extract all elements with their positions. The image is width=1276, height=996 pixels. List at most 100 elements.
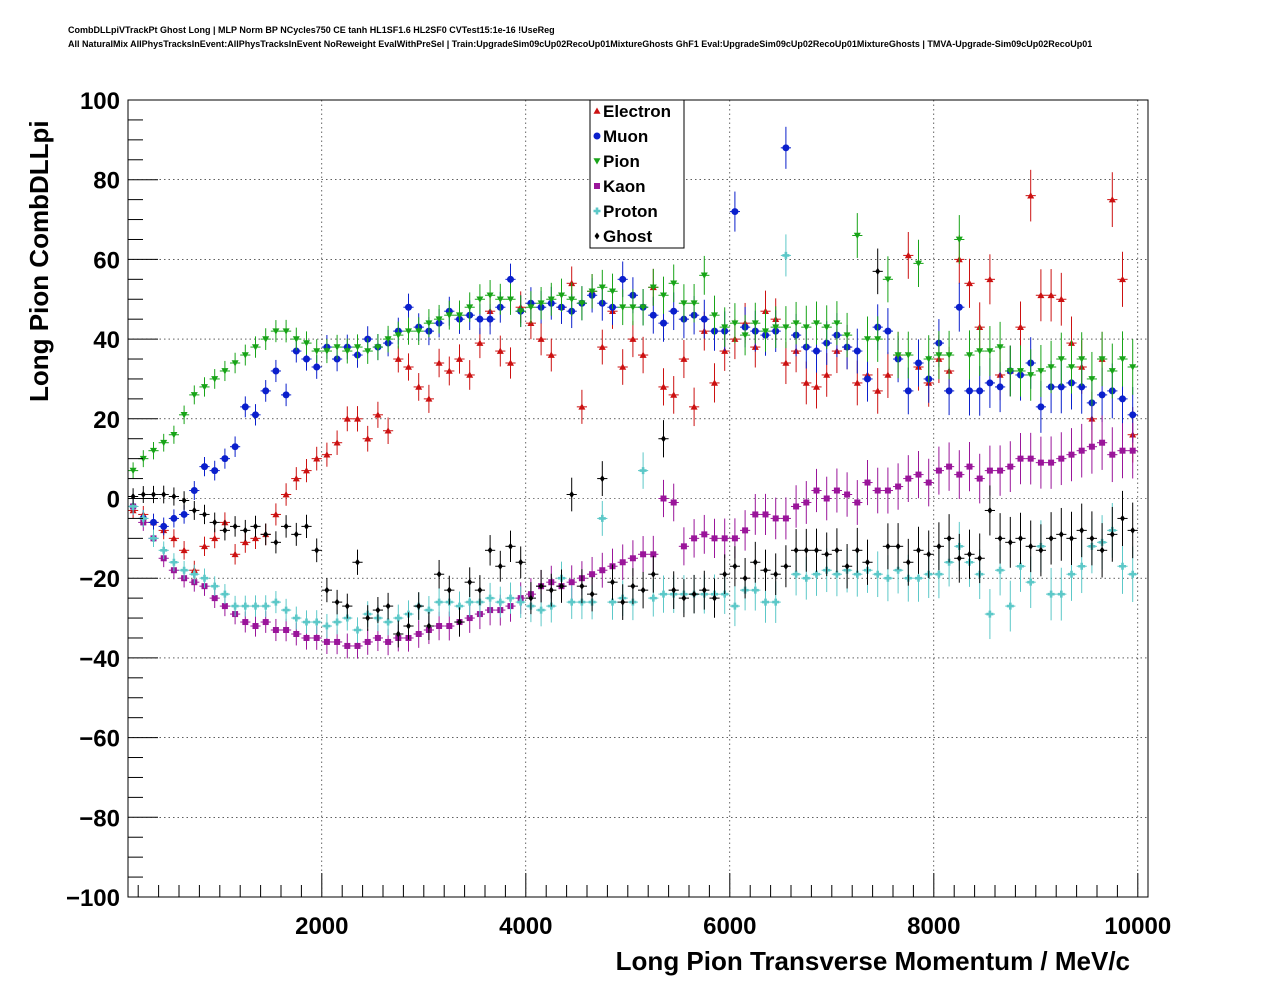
data-point [252,602,259,610]
data-point [405,303,412,311]
data-point [1078,562,1086,570]
data-point [1078,447,1085,454]
legend-label-proton: Proton [603,202,658,221]
data-point [1129,447,1136,454]
data-point [885,542,891,550]
data-point [690,300,698,307]
data-point [874,387,882,394]
data-point [681,594,687,602]
data-point [1017,562,1024,570]
data-point [384,427,392,434]
data-point [579,582,585,590]
data-point [712,594,717,602]
data-point [129,467,137,475]
data-point [568,579,575,586]
data-point [547,296,555,303]
data-point [343,348,351,355]
data-point [1119,275,1126,283]
data-point [191,506,197,514]
data-point [670,499,677,506]
data-point [425,395,433,402]
data-point [232,522,238,530]
data-point [1069,534,1074,542]
data-point [354,415,361,422]
data-point [773,570,779,578]
data-point [1089,534,1095,542]
y-tick-label: 40 [93,327,120,354]
data-point [496,296,504,303]
data-point [507,275,514,283]
data-point [670,280,678,287]
data-point [1007,463,1014,470]
y-tick-label: 100 [80,88,120,115]
data-point [426,622,432,630]
data-point [150,534,157,542]
data-point [1006,368,1014,375]
data-point [1048,534,1054,542]
data-point [1129,411,1137,419]
data-point [1057,295,1065,303]
data-point [161,491,167,499]
data-point [1017,455,1024,462]
data-point [273,538,279,546]
data-point [496,347,504,354]
data-point [853,232,861,239]
data-point [180,510,188,518]
data-point [293,630,300,637]
data-point [986,348,994,355]
data-point [527,304,535,311]
data-point [1028,542,1034,550]
data-point [864,336,871,343]
legend-label-ghost: Ghost [603,227,652,246]
data-point [762,598,769,606]
data-point [803,499,810,506]
data-point [323,348,331,355]
data-point [731,602,739,610]
data-point [211,582,219,590]
data-point [833,487,840,494]
data-point [792,570,800,578]
data-point [691,590,697,598]
data-point [1099,439,1106,446]
data-point [1109,530,1115,538]
data-point [446,623,453,630]
data-point [518,558,524,566]
data-point [253,522,258,530]
data-point [365,614,371,622]
data-point [732,562,738,570]
data-point [1088,376,1096,383]
data-point [905,558,911,566]
data-point [853,347,861,355]
data-point [986,610,994,618]
data-point [762,511,769,518]
data-point [853,570,861,578]
data-point [242,619,249,626]
data-point [252,344,259,351]
axes: 2000 4000 6000 8000 10000 −100 −80 −60 −40 −20 0 20… [66,88,1171,940]
data-point [935,467,942,474]
data-point [150,447,157,455]
data-point [916,546,921,554]
data-point [996,383,1004,391]
data-point [1129,364,1137,371]
data-point [874,487,881,494]
data-point [1047,291,1055,299]
series-pion [128,213,1138,479]
data-point [425,320,433,327]
data-point [833,320,841,327]
data-point [649,311,657,319]
data-point [955,236,963,243]
data-point [782,251,790,259]
data-point [171,493,177,501]
data-point [324,586,330,594]
data-point [884,487,891,494]
data-point [680,355,688,362]
data-point [609,598,616,606]
data-point [190,487,198,495]
data-point [140,491,146,499]
data-point [456,602,463,610]
data-point [711,535,718,542]
data-point [813,320,820,327]
data-point [680,300,688,307]
